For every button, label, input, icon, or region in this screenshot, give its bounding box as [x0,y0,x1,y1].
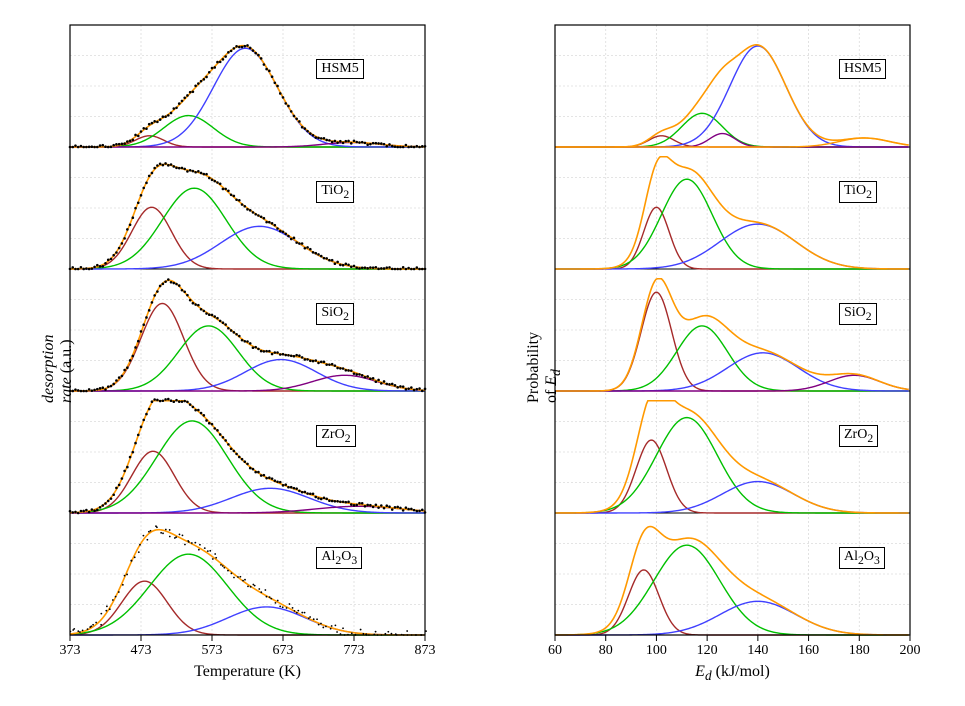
sample-label: SiO2 [839,303,877,325]
envelope-curve [555,527,909,635]
component-curve [555,138,909,147]
sample-label: ZrO2 [839,425,878,447]
x-tick-label: 200 [900,643,921,659]
envelope-curve [555,401,909,513]
envelope-curve [555,279,909,391]
component-curve [555,326,909,391]
component-curve [555,224,909,269]
x-tick-label: 60 [548,643,562,659]
envelope-curve [555,157,909,269]
sample-label: TiO2 [839,181,877,203]
component-curve [555,375,909,391]
component-curve [555,113,909,147]
x-tick-label: 160 [798,643,819,659]
x-axis-label: Ed (kJ/mol) [555,663,910,684]
sample-label: HSM5 [839,59,886,79]
x-tick-label: 180 [849,643,870,659]
x-tick-label: 140 [747,643,768,659]
x-tick-label: 120 [697,643,718,659]
x-tick-label: 80 [599,643,613,659]
component-curve [555,440,909,513]
sample-label: Al2O3 [839,547,885,569]
y-axis-label: Probability of Ed [525,332,564,403]
x-tick-label: 100 [646,643,667,659]
